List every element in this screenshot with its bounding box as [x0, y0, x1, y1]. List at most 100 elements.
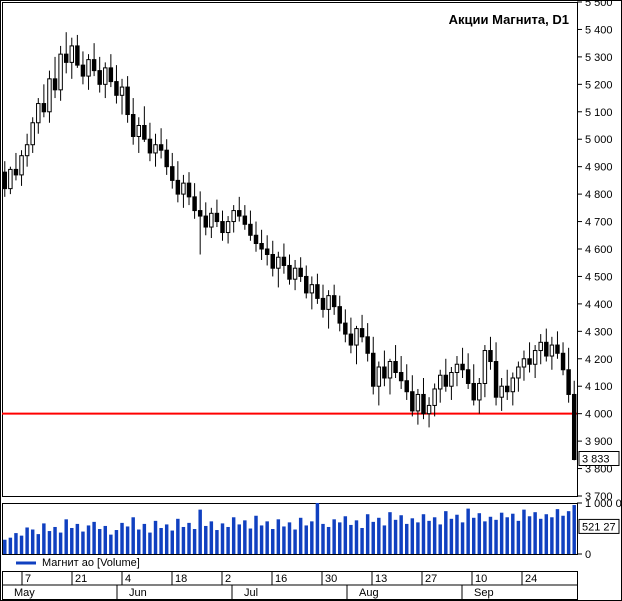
volume-bar [372, 522, 375, 554]
volume-bar [64, 519, 67, 554]
volume-bar [545, 514, 548, 554]
candle [377, 367, 380, 386]
volume-bar [120, 523, 123, 554]
candle [204, 216, 207, 227]
volume-bar [238, 524, 241, 554]
chart-container: 3 7003 8003 9004 0004 1004 2004 3004 400… [0, 0, 622, 601]
volume-bar [561, 516, 564, 554]
candle [539, 342, 542, 350]
candle [517, 367, 520, 378]
volume-bar [165, 524, 168, 554]
candle [489, 351, 492, 362]
candle [556, 345, 559, 353]
time-minor-label: 24 [525, 573, 537, 585]
candle [572, 394, 575, 459]
candle [349, 334, 352, 345]
volume-bar [20, 536, 23, 554]
volume-bar [53, 527, 56, 554]
candle [478, 383, 481, 399]
volume-bar [293, 530, 296, 554]
candle [64, 54, 67, 62]
candle [355, 329, 358, 345]
volume-bar [466, 509, 469, 554]
candle [327, 296, 330, 310]
volume-bar [533, 512, 536, 554]
volume-bar [461, 522, 464, 554]
volume-bar [539, 519, 542, 554]
price-ytick: 4 400 [585, 299, 613, 311]
volume-bar [171, 531, 174, 554]
candle [444, 375, 447, 386]
volume-bar [433, 517, 436, 554]
volume-bar [204, 526, 207, 554]
candle [131, 115, 134, 137]
candle [187, 183, 190, 197]
volume-bar [438, 524, 441, 554]
volume-bar [338, 522, 341, 554]
candle [254, 235, 257, 243]
volume-bar [360, 528, 363, 554]
volume-bar [394, 520, 397, 554]
volume-bar [550, 517, 553, 554]
volume-bar [500, 513, 503, 554]
volume-bar [14, 533, 17, 554]
candle [277, 257, 280, 268]
candle [500, 386, 503, 397]
volume-bar [411, 518, 414, 554]
time-minor-label: 21 [75, 573, 87, 585]
candle [198, 211, 201, 216]
time-minor-label: 30 [325, 573, 337, 585]
volume-bar [388, 512, 391, 554]
volume-bar [327, 527, 330, 554]
last-price-label: 3 833 [582, 453, 610, 465]
candle [37, 104, 40, 123]
time-minor-label: 16 [275, 573, 287, 585]
volume-bar [159, 528, 162, 554]
time-major-label: May [14, 587, 35, 599]
time-minor-label: 13 [375, 573, 387, 585]
candle [182, 183, 185, 194]
candle [98, 71, 101, 85]
price-ytick: 4 200 [585, 354, 613, 366]
volume-bar [494, 520, 497, 554]
time-major-label: Jul [244, 587, 258, 599]
candle [215, 213, 218, 221]
chart-svg: 3 7003 8003 9004 0004 1004 2004 3004 400… [0, 0, 622, 601]
candle [528, 359, 531, 364]
price-ytick: 4 900 [585, 162, 613, 174]
volume-bar [193, 529, 196, 554]
volume-bar [444, 511, 447, 554]
candle [338, 307, 341, 323]
candle [545, 342, 548, 356]
volume-bar [478, 513, 481, 554]
candle [533, 351, 536, 365]
volume-bar [316, 503, 319, 554]
price-ytick: 3 900 [585, 436, 613, 448]
volume-bar [305, 525, 308, 554]
volume-bar [126, 526, 129, 554]
price-ytick: 4 000 [585, 409, 613, 421]
price-ytick: 5 100 [585, 107, 613, 119]
volume-bar [249, 529, 252, 555]
volume-bar [81, 532, 84, 554]
volume-bar [182, 527, 185, 554]
price-ytick: 4 700 [585, 217, 613, 229]
volume-bar [131, 517, 134, 554]
volume-bar [98, 529, 101, 554]
volume-bar [450, 519, 453, 554]
volume-bar [288, 522, 291, 554]
volume-bar [92, 522, 95, 554]
volume-bar [9, 538, 12, 554]
candle [316, 285, 319, 299]
candle [120, 87, 123, 95]
candle [366, 337, 369, 353]
price-ytick: 4 800 [585, 189, 613, 201]
volume-bar [260, 525, 263, 554]
volume-ytick: 0 [585, 549, 591, 561]
candle [59, 54, 62, 90]
volume-bar [37, 534, 40, 554]
volume-bar [176, 519, 179, 554]
volume-bar [265, 521, 268, 554]
candle [450, 373, 453, 387]
candle [271, 254, 274, 268]
